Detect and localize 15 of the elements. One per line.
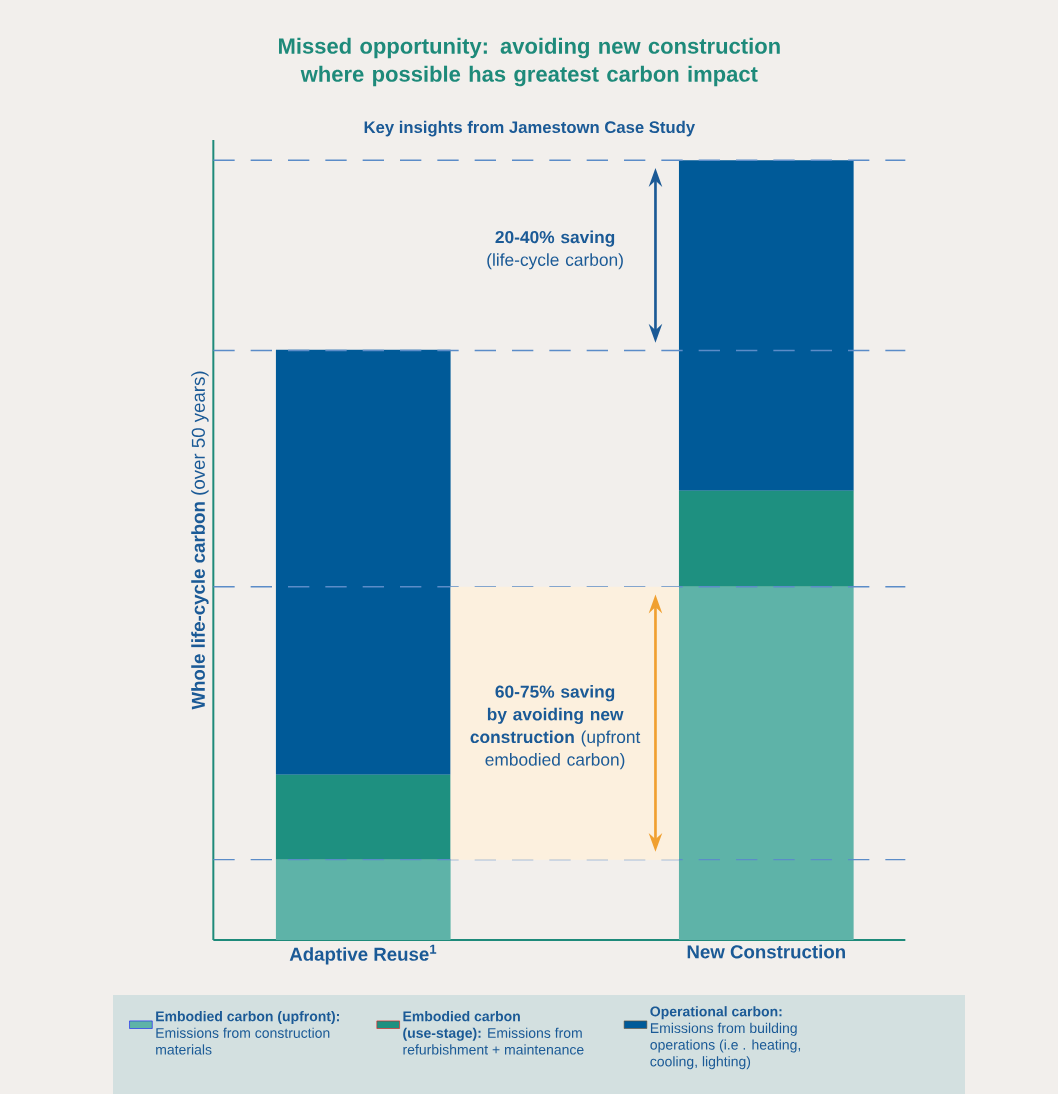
chart-title: Missed opportunity: avoiding new construction where possible has greatest carbon impact — [279, 37, 780, 87]
y-axis-title: Whole life-cycle carbon (over 50 years) — [191, 371, 209, 710]
bar — [678, 490, 854, 587]
bar — [275, 859, 451, 940]
x-tick-label: Adaptive Reuse$^{1}$ — [289, 944, 437, 965]
bar — [275, 774, 451, 860]
bar — [275, 349, 451, 775]
chart-subtitle: Key insights from Jamestown Case Study — [364, 120, 696, 137]
annotation: 20-40% saving (life-cycle carbon) — [487, 230, 623, 270]
legend-label: Embodied carbon (upfront): Emissions from construction materials — [156, 1010, 339, 1055]
legend-label: Operational carbon: Emissions from building operations (i.e . heating, cooling, lighting) — [650, 1006, 801, 1070]
bar — [678, 160, 854, 491]
legend-label: Embodied carbon (use-stage): Emissions from refurbishment + maintenance — [403, 1010, 584, 1055]
annotation: 60-75% saving by avoiding new construction (upfront embodied carbon) — [470, 685, 641, 770]
x-tick-label: New Construction — [687, 944, 845, 959]
